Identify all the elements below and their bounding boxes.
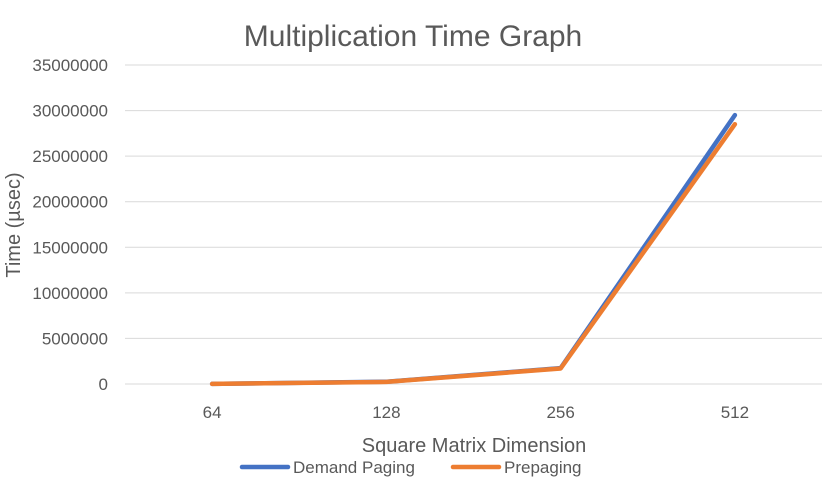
chart-title: Multiplication Time Graph bbox=[244, 20, 582, 53]
y-tick-label: 35000000 bbox=[32, 56, 108, 75]
y-tick-label: 20000000 bbox=[32, 193, 108, 212]
x-axis-title: Square Matrix Dimension bbox=[362, 435, 587, 457]
series-line-demand-paging bbox=[209, 112, 738, 387]
y-tick-label: 25000000 bbox=[32, 147, 108, 166]
legend-label: Prepaging bbox=[504, 458, 582, 477]
x-tick-label: 64 bbox=[203, 403, 222, 422]
y-tick-label: 5000000 bbox=[42, 329, 108, 348]
x-tick-label: 256 bbox=[546, 403, 574, 422]
x-tick-label: 512 bbox=[721, 403, 749, 422]
series-lines bbox=[209, 112, 738, 387]
y-tick-label: 10000000 bbox=[32, 284, 108, 303]
y-axis-title: Time (µsec) bbox=[3, 172, 25, 277]
gridlines bbox=[125, 64, 822, 385]
legend: Demand Paging Prepaging bbox=[239, 458, 582, 477]
y-tick-label: 30000000 bbox=[32, 102, 108, 121]
y-tick-label: 0 bbox=[99, 375, 108, 394]
legend-label: Demand Paging bbox=[293, 458, 415, 477]
y-axis-ticks: 0 5000000 10000000 15000000 20000000 25000000… bbox=[32, 56, 108, 394]
x-tick-label: 128 bbox=[372, 403, 400, 422]
y-tick-label: 15000000 bbox=[32, 238, 108, 257]
series-line-prepaging bbox=[209, 121, 738, 387]
x-axis-ticks: 64 128 256 512 bbox=[203, 403, 749, 422]
